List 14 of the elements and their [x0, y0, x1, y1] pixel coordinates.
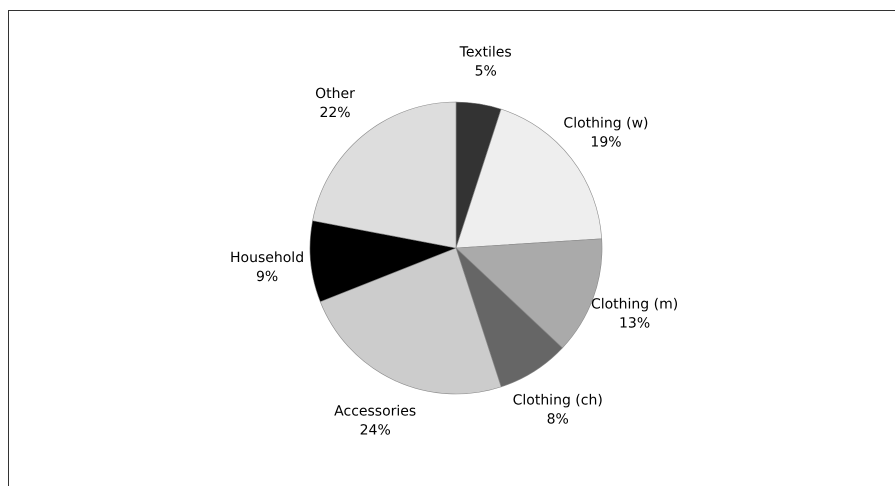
slice-label: Textiles: [458, 44, 512, 61]
slice-label: Household: [230, 250, 304, 266]
data-label: 8%: [546, 411, 569, 428]
slice-label: Clothing (ch): [512, 392, 603, 408]
data-label: 13%: [619, 315, 650, 332]
slice-label: Clothing (w): [563, 116, 649, 132]
data-label: 24%: [360, 422, 391, 439]
data-label: 19%: [590, 134, 622, 151]
data-label: 22%: [319, 104, 351, 121]
data-label: 9%: [256, 268, 278, 285]
slice-label: Other: [315, 86, 356, 102]
slice-label: Accessories: [334, 404, 416, 420]
data-label: 5%: [474, 64, 497, 80]
slice-label: Clothing (m): [590, 296, 678, 312]
